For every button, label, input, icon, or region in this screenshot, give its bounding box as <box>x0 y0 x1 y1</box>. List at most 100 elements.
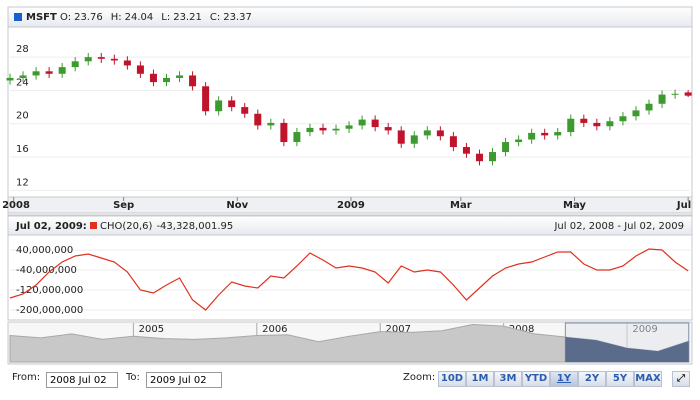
candle-body <box>6 77 14 81</box>
x-axis-strip <box>7 196 693 214</box>
ohlc-value: 23.37 <box>223 12 252 23</box>
zoom-button[interactable]: 1Y <box>550 371 578 387</box>
candle-body <box>254 113 262 126</box>
y-tick-label: 20 <box>16 111 29 122</box>
candle-body <box>280 122 288 143</box>
from-label: From: <box>12 372 41 383</box>
zoom-button[interactable]: 5Y <box>606 371 634 387</box>
candle-body <box>176 75 184 78</box>
candle-body <box>97 57 105 59</box>
candle-body <box>397 130 405 144</box>
x-tick-label: Jul <box>676 200 691 211</box>
candle-body <box>189 75 197 87</box>
candle-body <box>215 100 223 112</box>
indicator-header <box>7 215 693 236</box>
indicator-line <box>9 248 689 311</box>
ohlc-value: 23.76 <box>74 12 103 23</box>
candle-body <box>19 75 27 78</box>
candle-body <box>32 71 40 76</box>
candle-body <box>410 135 418 144</box>
candle-body <box>489 152 497 162</box>
chart: MSFT Jul 02, 2009: CHO(20,6) -43,328,001… <box>2 6 693 365</box>
navigator-label: 2005 <box>139 324 164 335</box>
candle-body <box>123 60 131 66</box>
x-tick-label: 2009 <box>337 200 365 211</box>
ohlc-label: C: <box>210 12 220 23</box>
candle-body <box>371 119 379 128</box>
candle-body <box>384 127 392 131</box>
candle-body <box>606 121 614 127</box>
candle-body <box>567 118 575 133</box>
candle-body <box>632 110 640 117</box>
candle-body <box>475 153 483 162</box>
indicator-value: -43,328,001.95 <box>156 221 233 232</box>
candle-body <box>293 132 301 143</box>
candle-body <box>684 92 692 96</box>
main-header <box>7 6 693 28</box>
y-tick-label: -120,000,000 <box>16 285 83 296</box>
x-tick-label: 2008 <box>2 200 30 211</box>
candle-body <box>267 122 275 126</box>
candle-body <box>58 67 66 74</box>
candle-body <box>580 118 588 123</box>
candle-body <box>202 86 210 112</box>
candle-body <box>228 100 236 108</box>
candle-body <box>136 65 144 74</box>
y-tick-label: 16 <box>16 144 29 155</box>
zoom-button[interactable]: 1M <box>466 371 494 387</box>
zoom-label: Zoom: <box>403 372 436 383</box>
candle-body <box>162 77 170 83</box>
legend-swatch <box>14 13 22 21</box>
ohlc-label: O: <box>60 12 71 23</box>
x-tick-label: Sep <box>113 200 134 211</box>
y-tick-label: 28 <box>16 44 29 55</box>
x-tick-label: Mar <box>450 200 472 211</box>
y-tick-label: 40,000,000 <box>16 245 73 256</box>
navigator-label: 2007 <box>386 324 411 335</box>
date-range: Jul 02, 2008 - Jul 02, 2009 <box>553 221 684 232</box>
symbol: MSFT <box>26 12 57 23</box>
y-tick-label: 24 <box>16 77 29 88</box>
candle-body <box>541 132 549 136</box>
candle-body <box>84 57 92 62</box>
zoom-button[interactable]: 2Y <box>578 371 606 387</box>
zoom-button[interactable]: MAX <box>634 371 662 387</box>
candle-body <box>149 73 157 83</box>
y-tick-label: -40,000,000 <box>16 265 77 276</box>
ohlc-label: L: <box>161 12 170 23</box>
indicator-name: CHO(20,6) <box>100 221 153 232</box>
legend-swatch <box>90 222 97 229</box>
to-label: To: <box>126 372 140 383</box>
ohlc-value: 23.21 <box>173 12 202 23</box>
zoom-button[interactable]: 3M <box>494 371 522 387</box>
x-tick-label: Nov <box>226 200 248 211</box>
navigator-area-selected <box>565 337 689 362</box>
candle-body <box>345 125 353 129</box>
candle-body <box>528 132 536 140</box>
zoom-button[interactable]: 10D <box>438 371 466 387</box>
candle-body <box>645 103 653 111</box>
candle-body <box>110 58 118 61</box>
candle-body <box>71 61 79 68</box>
candle-body <box>423 130 431 136</box>
candle-body <box>358 119 366 126</box>
y-tick-label: -200,000,000 <box>16 305 83 316</box>
candle-body <box>502 142 510 153</box>
candle-body <box>671 93 679 95</box>
candle-body <box>619 116 627 122</box>
candle-body <box>436 130 444 137</box>
candle-body <box>332 128 340 131</box>
x-tick-label: May <box>563 200 586 211</box>
main-panel <box>7 6 693 216</box>
fullscreen-button[interactable]: ⤢ <box>672 371 690 387</box>
navigator-label: 2006 <box>262 324 287 335</box>
candle-body <box>658 94 666 104</box>
zoom-button[interactable]: YTD <box>522 371 550 387</box>
candle-body <box>241 107 249 114</box>
ohlc-value: 24.04 <box>125 12 154 23</box>
to-input[interactable]: 2009 Jul 02 <box>146 372 222 388</box>
from-input[interactable]: 2008 Jul 02 <box>46 372 118 388</box>
candle-body <box>306 127 314 133</box>
ohlc-label: H: <box>111 12 122 23</box>
